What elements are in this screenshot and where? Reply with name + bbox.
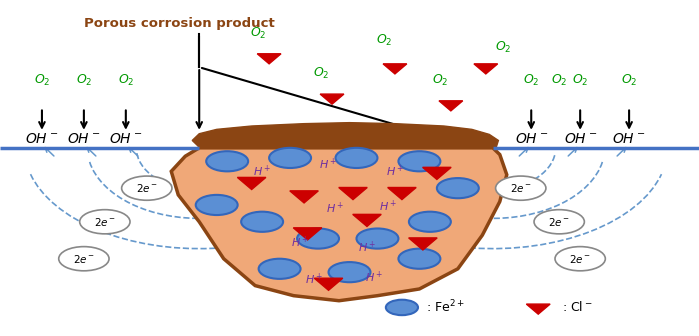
Circle shape	[496, 176, 546, 200]
Polygon shape	[290, 191, 318, 203]
Circle shape	[206, 151, 248, 171]
Polygon shape	[238, 177, 266, 190]
Circle shape	[241, 212, 283, 232]
Circle shape	[437, 178, 479, 198]
Text: : Fe$^{2+}$: : Fe$^{2+}$	[426, 299, 465, 316]
Text: $OH^-$: $OH^-$	[612, 132, 646, 146]
Text: $OH^-$: $OH^-$	[563, 132, 597, 146]
Circle shape	[259, 259, 301, 279]
Text: $H^+$: $H^+$	[326, 201, 345, 216]
Polygon shape	[257, 54, 281, 64]
Polygon shape	[294, 228, 322, 240]
Text: Porous corrosion product: Porous corrosion product	[84, 17, 275, 30]
Text: $2e^-$: $2e^-$	[73, 253, 95, 265]
Polygon shape	[320, 94, 344, 104]
Text: $2e^-$: $2e^-$	[136, 182, 158, 194]
Text: $OH^-$: $OH^-$	[109, 132, 143, 146]
Text: $OH^-$: $OH^-$	[25, 132, 59, 146]
Circle shape	[398, 249, 440, 269]
Text: $O_2$: $O_2$	[75, 73, 92, 88]
Text: $H^+$: $H^+$	[379, 199, 397, 214]
Text: $2e^-$: $2e^-$	[94, 216, 116, 228]
Text: $O_2$: $O_2$	[313, 67, 330, 81]
Polygon shape	[409, 238, 437, 250]
Circle shape	[196, 195, 238, 215]
Text: $H^+$: $H^+$	[291, 234, 310, 250]
Text: $2e^-$: $2e^-$	[569, 253, 591, 265]
Text: $H^+$: $H^+$	[253, 164, 271, 179]
Circle shape	[297, 228, 339, 249]
Text: $OH^-$: $OH^-$	[67, 132, 101, 146]
Polygon shape	[439, 101, 463, 111]
Circle shape	[386, 300, 418, 315]
Circle shape	[122, 176, 172, 200]
Circle shape	[534, 210, 584, 234]
Polygon shape	[339, 187, 367, 200]
Text: : Cl$^-$: : Cl$^-$	[562, 300, 593, 314]
Text: $2e^-$: $2e^-$	[548, 216, 570, 228]
Text: $O_2$: $O_2$	[117, 73, 134, 88]
Circle shape	[59, 247, 109, 271]
Circle shape	[269, 148, 311, 168]
Circle shape	[409, 212, 451, 232]
Polygon shape	[423, 167, 451, 179]
Polygon shape	[526, 304, 550, 314]
Circle shape	[336, 148, 377, 168]
Text: $H^+$: $H^+$	[386, 164, 404, 179]
Text: $OH^-$: $OH^-$	[514, 132, 548, 146]
Polygon shape	[192, 123, 498, 148]
Circle shape	[555, 247, 605, 271]
Polygon shape	[388, 187, 416, 200]
Text: $O_2$: $O_2$	[572, 73, 589, 88]
Polygon shape	[383, 64, 407, 74]
Text: $O_2$: $O_2$	[621, 73, 637, 88]
Text: $H^+$: $H^+$	[358, 239, 376, 255]
Polygon shape	[171, 148, 507, 301]
Text: $O_2$: $O_2$	[432, 73, 449, 88]
Text: $O_2$: $O_2$	[34, 73, 50, 88]
Text: $H^+$: $H^+$	[305, 271, 324, 287]
Circle shape	[398, 151, 440, 171]
Circle shape	[80, 210, 130, 234]
Circle shape	[329, 262, 370, 282]
Text: $2e^-$: $2e^-$	[510, 182, 532, 194]
Text: $O_2$: $O_2$	[551, 73, 568, 88]
Polygon shape	[315, 278, 343, 290]
Text: $O_2$: $O_2$	[495, 40, 512, 54]
Text: $H^+$: $H^+$	[319, 157, 338, 172]
Text: $H^+$: $H^+$	[365, 269, 383, 285]
Text: $O_2$: $O_2$	[250, 26, 267, 41]
Text: $O_2$: $O_2$	[523, 73, 540, 88]
Polygon shape	[474, 64, 498, 74]
Polygon shape	[353, 214, 381, 226]
Circle shape	[356, 228, 398, 249]
Text: $O_2$: $O_2$	[376, 33, 393, 48]
